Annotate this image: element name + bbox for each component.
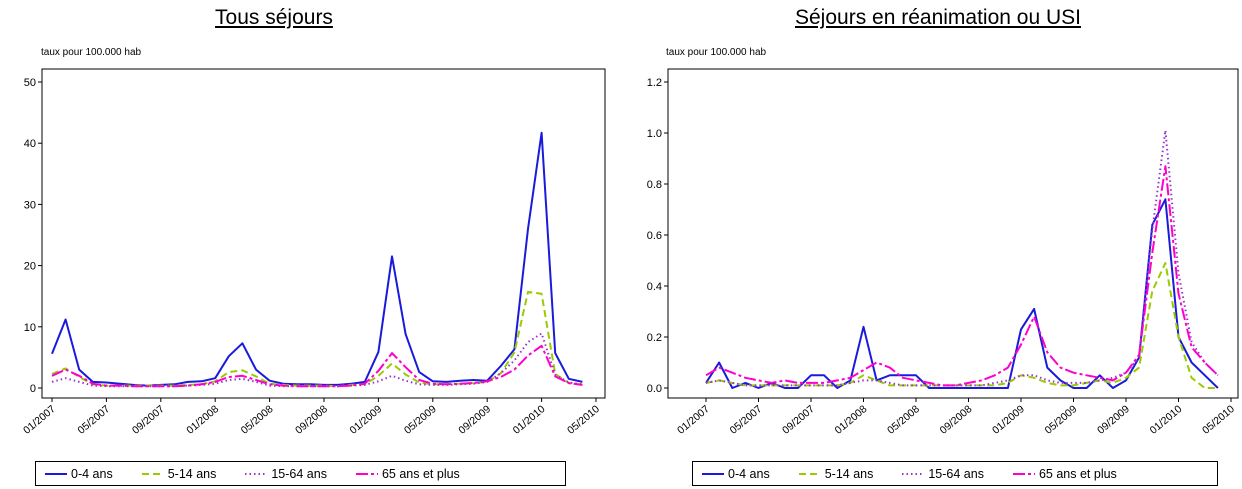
series-line-15-64-ans <box>705 129 1219 387</box>
x-tick-label: 05/2008 <box>885 403 922 437</box>
x-tick-label: 09/2009 <box>1095 403 1132 437</box>
chart-title-right: Séjours en réanimation ou USI <box>795 6 1081 29</box>
x-tick-label: 05/2010 <box>565 403 602 437</box>
chart-right: 0.0 0.2 0.4 0.6 0.8 1.0 1.2 01/2007 05/2007 09/20… <box>647 68 1239 437</box>
y-unit-label-left: taux pour 100.000 hab <box>41 47 142 58</box>
x-tick-label: 09/2008 <box>293 403 330 437</box>
legend-label: 15-64 ans <box>271 466 327 481</box>
y-tick-label: 20 <box>24 261 36 273</box>
x-tick-label: 09/2008 <box>938 403 975 437</box>
chart-left: 0 10 20 30 40 50 01/2007 05/2007 09/2007 01/2008 0… <box>21 68 606 437</box>
legend-left: 0-4 ans 5-14 ans 15-64 ans 65 ans et plus <box>35 461 566 486</box>
y-tick-label: 30 <box>24 199 36 211</box>
x-tick-label: 05/2007 <box>728 403 765 437</box>
y-tick-label: 0.8 <box>647 179 662 191</box>
legend-label: 0-4 ans <box>728 466 770 481</box>
legend-right: 0-4 ans 5-14 ans 15-64 ans 65 ans et plus <box>692 461 1218 486</box>
x-tick-label: 09/2007 <box>130 403 167 437</box>
x-tick-label: 05/2007 <box>76 403 113 437</box>
legend-item: 65 ans et plus <box>1012 467 1117 481</box>
legend-swatch <box>245 472 268 475</box>
x-tick-label: 09/2007 <box>780 403 817 437</box>
series-line-0-4-ans <box>51 131 583 387</box>
x-tick-label: 05/2008 <box>239 403 276 437</box>
x-tick-label: 05/2010 <box>1200 403 1237 437</box>
x-tick-label: 05/2009 <box>402 403 439 437</box>
legend-item: 15-64 ans <box>901 467 984 481</box>
legend-label: 0-4 ans <box>71 466 113 481</box>
legend-item: 0-4 ans <box>701 467 770 481</box>
legend-swatch <box>141 472 164 475</box>
legend-swatch <box>702 472 724 475</box>
chart-title-left: Tous séjours <box>215 6 333 29</box>
legend-swatch <box>798 472 821 475</box>
series-line-5-14-ans <box>705 262 1218 389</box>
x-tick-label: 01/2007 <box>21 403 58 437</box>
y-tick-label: 0 <box>30 383 36 395</box>
y-tick-label: 1.0 <box>647 128 662 140</box>
legend-label: 5-14 ans <box>824 466 874 481</box>
y-tick-label: 0.2 <box>647 332 662 344</box>
x-tick-label: 01/2007 <box>675 403 712 437</box>
legend-label: 15-64 ans <box>928 466 984 481</box>
plot-frame <box>667 68 1239 399</box>
legend-item: 5-14 ans <box>798 466 874 481</box>
y-tick-label: 0.6 <box>647 230 662 242</box>
legend-swatch <box>355 472 378 475</box>
y-tick-label: 1.2 <box>647 77 662 89</box>
legend-label: 65 ans et plus <box>1038 466 1117 481</box>
y-tick-label: 0.0 <box>647 383 662 395</box>
legend-item: 5-14 ans <box>141 466 217 481</box>
x-tick-label: 01/2008 <box>833 403 870 437</box>
legend-swatch <box>45 472 67 475</box>
x-tick-label: 09/2009 <box>456 403 493 437</box>
x-tick-label: 01/2010 <box>511 403 548 437</box>
series-line-15-64-ans <box>51 332 583 388</box>
legend-item: 0-4 ans <box>44 467 113 481</box>
x-tick-label: 01/2009 <box>990 403 1027 437</box>
legend-swatch <box>902 472 925 475</box>
x-tick-label: 01/2009 <box>348 403 385 437</box>
legend-item: 65 ans et plus <box>355 467 460 481</box>
legend-swatch <box>1012 472 1035 475</box>
legend-item: 15-64 ans <box>244 467 327 481</box>
y-tick-label: 0.4 <box>647 281 662 293</box>
y-tick-label: 10 <box>24 322 36 334</box>
legend-label: 5-14 ans <box>167 466 217 481</box>
series-line-65-ans-et-plus <box>51 344 583 388</box>
y-unit-label-right: taux pour 100.000 hab <box>666 47 767 58</box>
x-tick-label: 01/2010 <box>1148 403 1185 437</box>
x-tick-label: 05/2009 <box>1043 403 1080 437</box>
plot-frame <box>41 68 606 399</box>
legend-label: 65 ans et plus <box>381 466 460 481</box>
y-tick-label: 40 <box>24 138 36 150</box>
series-line-65-ans-et-plus <box>705 165 1219 387</box>
y-tick-label: 50 <box>24 77 36 89</box>
x-tick-label: 01/2008 <box>184 403 221 437</box>
series-line-0-4-ans <box>705 198 1219 389</box>
